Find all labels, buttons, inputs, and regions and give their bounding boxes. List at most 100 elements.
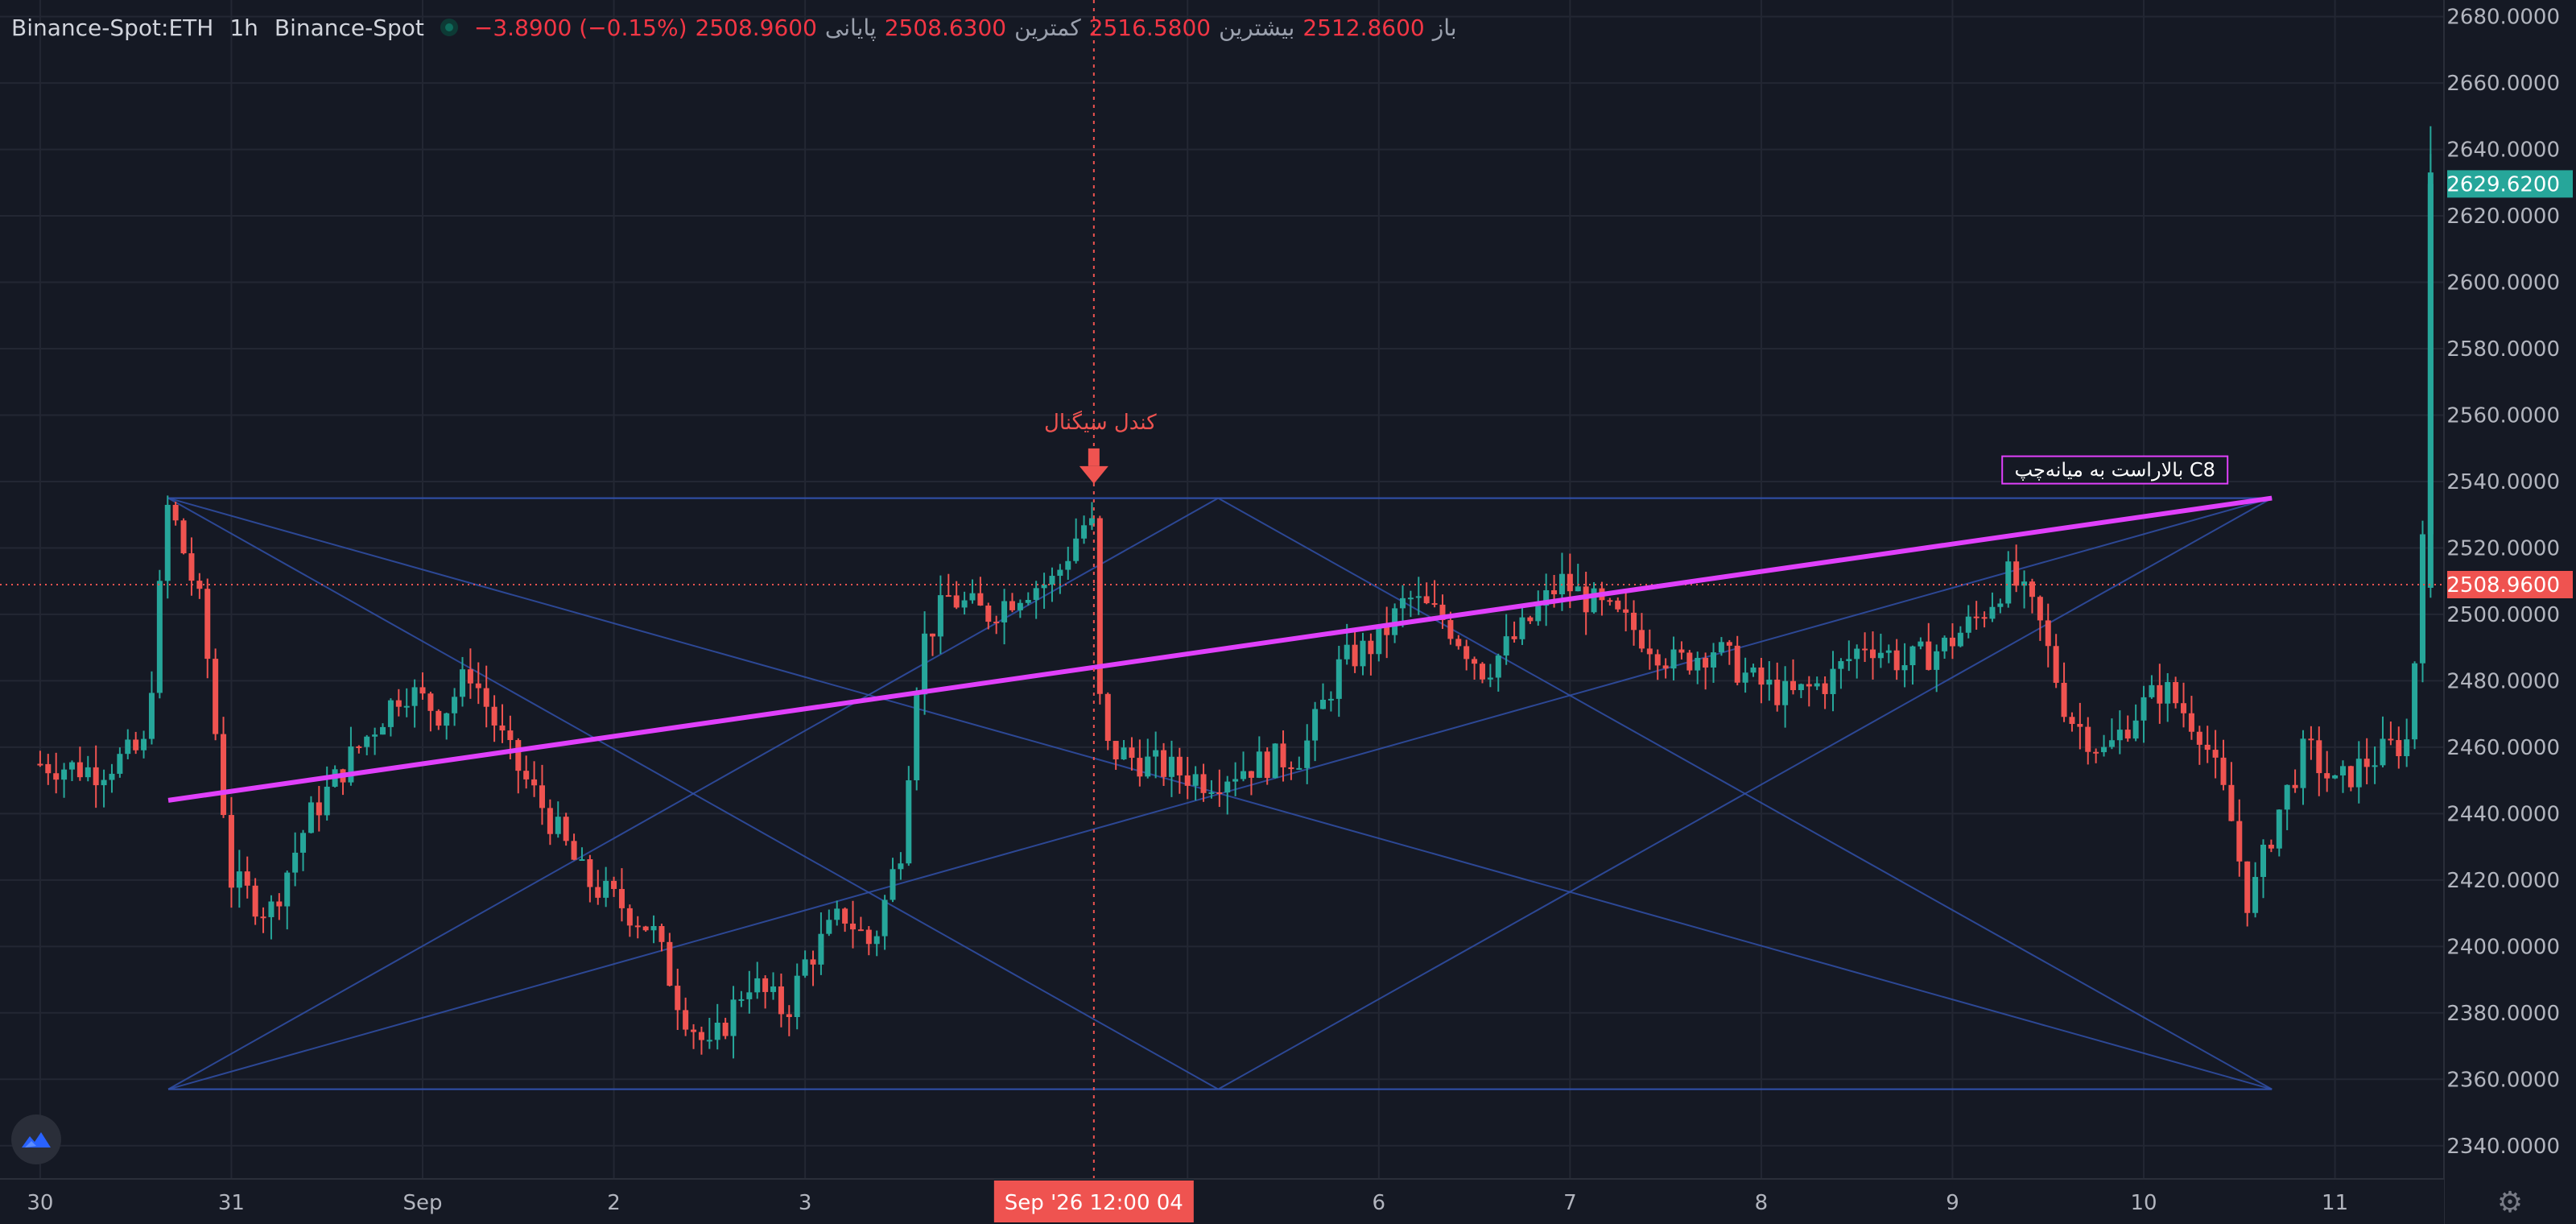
candle-body [2236, 821, 2243, 862]
candle-body [1774, 679, 1781, 705]
price-tick-label: 2580.0000 [2446, 337, 2560, 362]
candle-body [698, 1032, 704, 1040]
candle-body [1854, 648, 1860, 660]
candle-body [794, 975, 800, 1018]
candle-body [356, 746, 362, 748]
candle-body [1081, 525, 1088, 539]
candle-body [61, 769, 68, 780]
candle-body [906, 779, 912, 864]
candle-body [1926, 641, 1932, 670]
symbol-label[interactable]: Binance-Spot:ETH [11, 14, 214, 41]
candle-body [452, 697, 458, 713]
candle-body [1296, 767, 1302, 770]
interval-label[interactable]: 1h [229, 14, 258, 41]
candle-body [515, 740, 522, 771]
candle-body [675, 986, 681, 1011]
candle-body [2412, 663, 2418, 740]
candle-body [1934, 651, 1940, 670]
candle-body [2347, 766, 2354, 788]
candle-body [1368, 640, 1374, 655]
candle-body [1200, 774, 1207, 793]
low-value: 2508.6300 [884, 14, 1007, 41]
candle-body [802, 959, 808, 976]
candle-body [642, 926, 649, 931]
candle-body [395, 700, 402, 707]
candle-body [156, 581, 163, 693]
gear-icon[interactable]: ⚙ [2496, 1186, 2524, 1219]
candle-body [1288, 767, 1294, 770]
candle-body [730, 999, 737, 1036]
candle-body [1750, 667, 1757, 673]
candle-body [109, 773, 115, 780]
candle-body [1455, 639, 1462, 647]
time-tick-label: 8 [1755, 1191, 1769, 1215]
candle-body [842, 908, 848, 924]
candle-body [364, 736, 370, 747]
crosshair-time-tag [993, 1181, 1194, 1222]
candle-body [1352, 644, 1358, 667]
candle-body [53, 773, 60, 780]
candle-body [2188, 713, 2194, 732]
candle-body [491, 706, 497, 726]
logo-icon[interactable] [11, 1114, 61, 1164]
price-axis-panel [2444, 0, 2576, 1224]
candle-body [571, 841, 577, 860]
candle-body [1033, 588, 1039, 600]
price-tick-label: 2460.0000 [2446, 736, 2560, 760]
candle-body [1025, 599, 1031, 603]
candle-body [1232, 779, 1239, 782]
candle-body [1320, 699, 1327, 709]
candle-body [141, 738, 147, 751]
candle-body [834, 908, 840, 920]
candle-body [738, 999, 745, 1001]
price-tag [2447, 570, 2573, 598]
candle-body [308, 802, 314, 833]
candle-body [2101, 746, 2107, 753]
candle-body [1877, 652, 1884, 659]
candle-body [1065, 560, 1071, 570]
price-tick-label: 2600.0000 [2446, 271, 2560, 296]
candle-body [1001, 601, 1008, 622]
candle-body [1638, 630, 1645, 649]
time-tick-label: Sep [402, 1191, 442, 1215]
candle-body [2396, 740, 2402, 757]
candle-body [1806, 684, 1812, 687]
candle-body [1591, 588, 1597, 613]
candle-body [292, 852, 299, 873]
candle-body [1607, 600, 1613, 602]
candle-body [2132, 720, 2139, 739]
candle-body [523, 771, 530, 779]
price-tick-label: 2480.0000 [2446, 669, 2560, 693]
candle-body [898, 863, 904, 870]
candle-body [1335, 659, 1342, 699]
candle-body [531, 779, 538, 786]
price-tick-label: 2520.0000 [2446, 536, 2560, 560]
candle-body [1241, 771, 1247, 779]
candle-body [1104, 693, 1111, 742]
price-tag [2447, 170, 2573, 198]
candle-body [221, 734, 227, 816]
candle-body [1415, 596, 1422, 598]
candle-body [1511, 636, 1517, 639]
candle-body [1535, 606, 1542, 622]
candle-body [1742, 672, 1748, 683]
price-tick-label: 2680.0000 [2446, 6, 2560, 30]
candle-body [1838, 661, 1844, 669]
candle-body [499, 725, 506, 731]
trendline-label-box [2001, 455, 2229, 485]
candle-body [2108, 740, 2115, 747]
open-value: 2512.8600 [1302, 14, 1425, 41]
candle-body [1583, 586, 1589, 613]
candle-body [2013, 561, 2020, 586]
candle-body [547, 808, 553, 834]
candle-body [1145, 756, 1151, 777]
candle-body [93, 767, 99, 786]
candle-body [2045, 620, 2051, 647]
candle-body [316, 802, 322, 816]
candle-body [2244, 861, 2251, 913]
candle-body [667, 941, 673, 986]
candle-body [1711, 652, 1717, 668]
candle-body [2324, 773, 2330, 779]
